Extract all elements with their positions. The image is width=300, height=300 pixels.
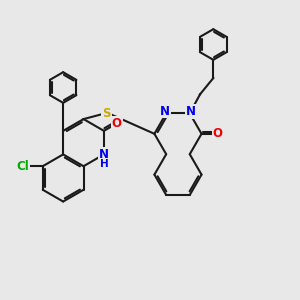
Text: N: N (99, 148, 109, 161)
Text: H: H (100, 159, 108, 169)
Text: O: O (213, 127, 223, 140)
Text: Cl: Cl (16, 160, 29, 173)
Text: N: N (186, 105, 196, 119)
Text: S: S (102, 107, 111, 120)
Text: O: O (112, 117, 122, 130)
Text: N: N (160, 105, 170, 118)
